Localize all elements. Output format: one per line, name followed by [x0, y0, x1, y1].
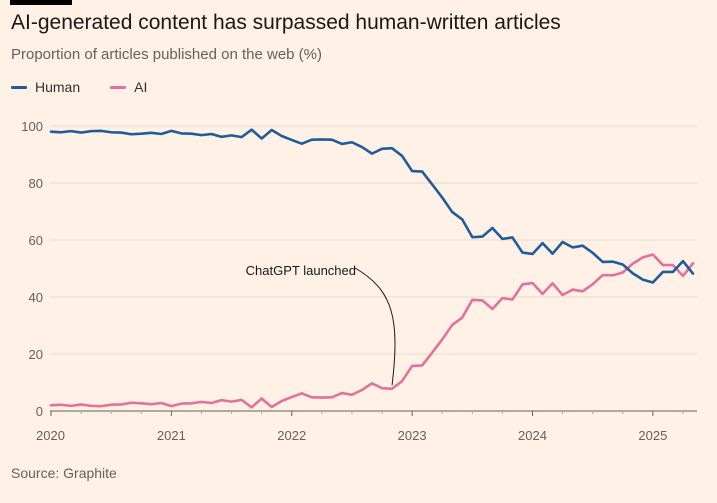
y-tick-label: 0: [36, 404, 43, 419]
x-tick-label: 2025: [638, 428, 667, 443]
chart-title: AI-generated content has surpassed human…: [11, 11, 561, 34]
legend-item-human: Human: [11, 79, 80, 95]
chart-legend: Human AI: [11, 79, 177, 95]
x-tick-label: 2022: [277, 428, 306, 443]
x-tick-label: 2023: [398, 428, 427, 443]
y-tick-label: 20: [29, 347, 43, 362]
y-tick-label: 40: [29, 290, 43, 305]
y-tick-label: 80: [29, 176, 43, 191]
source-note: Source: Graphite: [11, 465, 117, 481]
legend-item-ai: AI: [110, 79, 147, 95]
series-line-human: [49, 128, 695, 284]
y-tick-label: 60: [29, 233, 43, 248]
x-tick-label: 2021: [157, 428, 186, 443]
series-line-ai: [49, 253, 695, 409]
chart-subtitle: Proportion of articles published on the …: [11, 46, 323, 63]
x-tick-label: 2020: [36, 428, 65, 443]
annotation-chatgpt-launched: ChatGPT launched: [246, 263, 356, 278]
legend-label-ai: AI: [134, 79, 148, 95]
legend-swatch-ai: [110, 85, 127, 89]
y-tick-label: 100: [21, 119, 43, 134]
x-tick-label: 2024: [518, 428, 547, 443]
brand-bar: [10, 0, 72, 5]
legend-swatch-human: [11, 85, 27, 89]
legend-label-human: Human: [35, 79, 81, 95]
annotation-connector: [354, 267, 396, 386]
